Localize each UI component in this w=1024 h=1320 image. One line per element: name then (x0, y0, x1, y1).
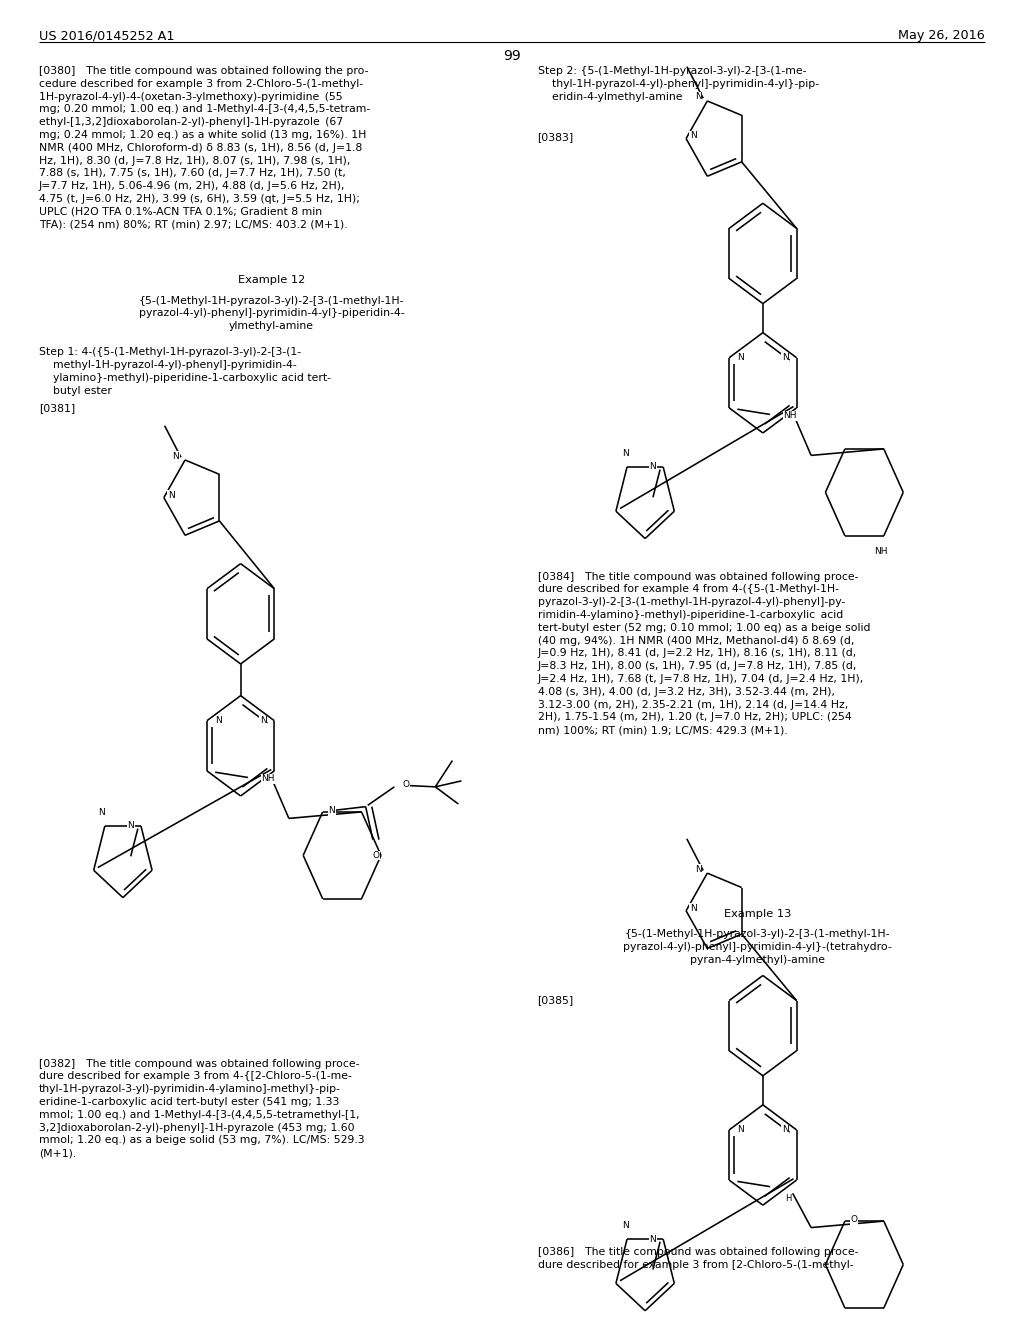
Text: [0381]: [0381] (39, 403, 75, 413)
Text: {5-(1-Methyl-1H-pyrazol-3-yl)-2-[3-(1-methyl-1H-
pyrazol-4-yl)-phenyl]-pyrimidin: {5-(1-Methyl-1H-pyrazol-3-yl)-2-[3-(1-me… (138, 296, 404, 331)
Text: O: O (851, 1216, 858, 1225)
Text: N: N (172, 451, 179, 461)
Text: [0384] The title compound was obtained following proce-
dure described for examp: [0384] The title compound was obtained f… (538, 572, 870, 735)
Text: [0383]: [0383] (538, 132, 573, 143)
Text: N: N (98, 808, 105, 817)
Text: H: H (785, 1195, 792, 1203)
Text: O: O (373, 851, 380, 861)
Text: Step 2: {5-(1-Methyl-1H-pyrazol-3-yl)-2-[3-(1-me-
    thyl-1H-pyrazol-4-yl)-phen: Step 2: {5-(1-Methyl-1H-pyrazol-3-yl)-2-… (538, 66, 819, 102)
Text: NH: NH (783, 412, 797, 420)
Text: N: N (127, 821, 134, 830)
Text: N: N (782, 354, 788, 362)
Text: NH: NH (873, 546, 888, 556)
Text: [0385]: [0385] (538, 995, 573, 1006)
Text: Step 1: 4-({5-(1-Methyl-1H-pyrazol-3-yl)-2-[3-(1-
    methyl-1H-pyrazol-4-yl)-ph: Step 1: 4-({5-(1-Methyl-1H-pyrazol-3-yl)… (39, 347, 331, 396)
Text: May 26, 2016: May 26, 2016 (898, 29, 985, 42)
Text: N: N (690, 132, 696, 140)
Text: N: N (168, 491, 174, 499)
Text: N: N (649, 1234, 656, 1243)
Text: [0386] The title compound was obtained following proce-
dure described for examp: [0386] The title compound was obtained f… (538, 1247, 858, 1270)
Text: N: N (690, 904, 696, 912)
Text: N: N (329, 807, 335, 816)
Text: US 2016/0145252 A1: US 2016/0145252 A1 (39, 29, 174, 42)
Text: NH: NH (261, 775, 274, 783)
Text: N: N (215, 717, 221, 725)
Text: {5-(1-Methyl-1H-pyrazol-3-yl)-2-[3-(1-methyl-1H-
pyrazol-4-yl)-phenyl]-pyrimidin: {5-(1-Methyl-1H-pyrazol-3-yl)-2-[3-(1-me… (624, 929, 892, 965)
Text: N: N (260, 717, 266, 725)
Text: [0380] The title compound was obtained following the pro-
cedure described for e: [0380] The title compound was obtained f… (39, 66, 370, 230)
Text: N: N (649, 462, 656, 471)
Text: N: N (782, 1126, 788, 1134)
Text: Example 13: Example 13 (724, 909, 792, 920)
Text: N: N (737, 354, 743, 362)
Text: [0382] The title compound was obtained following proce-
dure described for examp: [0382] The title compound was obtained f… (39, 1059, 365, 1158)
Text: Example 12: Example 12 (238, 275, 305, 285)
Text: N: N (622, 1221, 629, 1230)
Text: N: N (622, 449, 629, 458)
Text: 99: 99 (503, 49, 521, 63)
Text: O: O (402, 780, 410, 789)
Text: N: N (694, 92, 701, 102)
Text: N: N (694, 865, 701, 874)
Text: N: N (737, 1126, 743, 1134)
